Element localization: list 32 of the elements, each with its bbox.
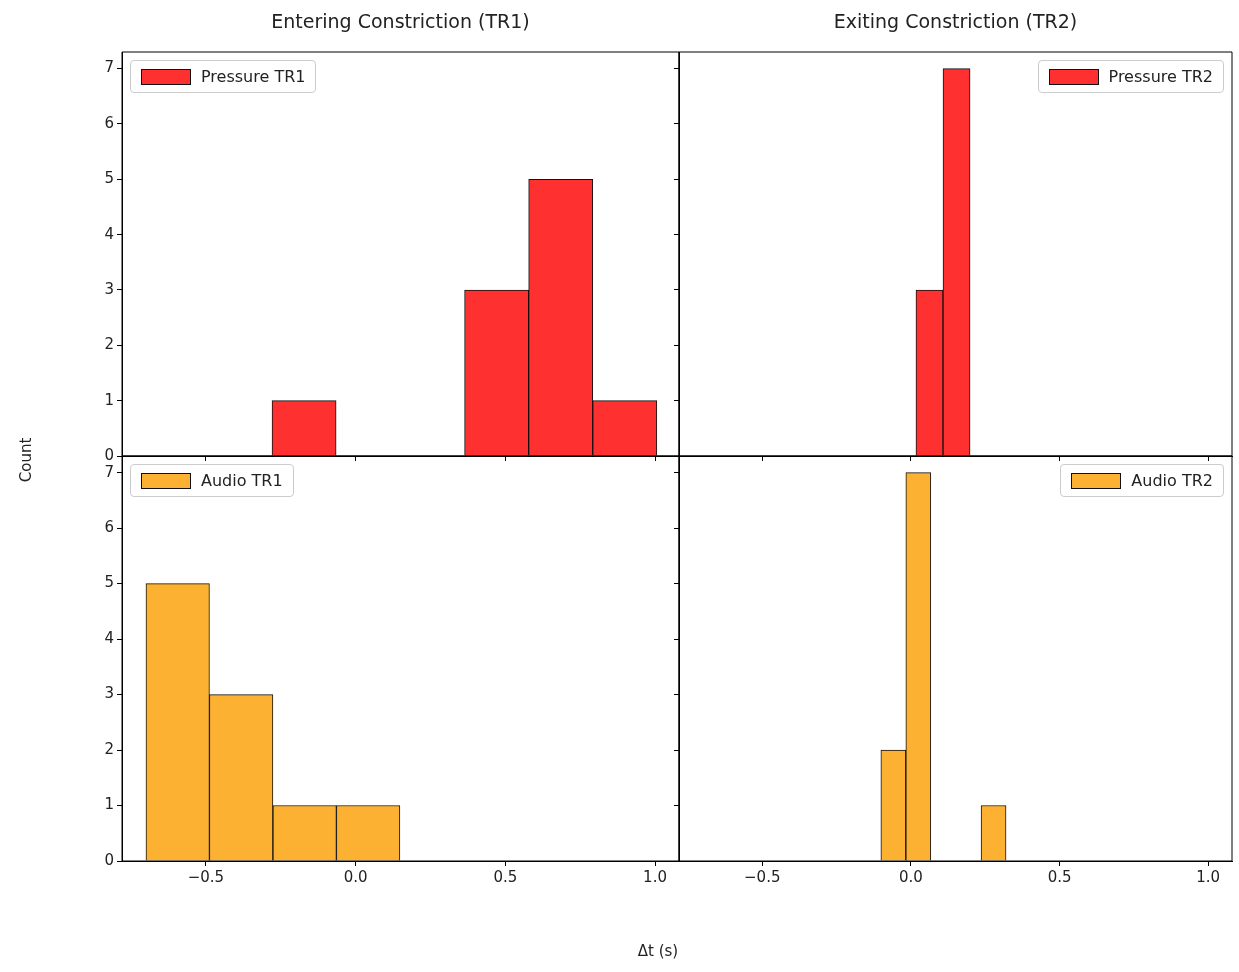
y-tick-label: 7 [104,462,114,481]
y-tick-label: 1 [104,795,114,814]
y-axis-title: Count [17,437,35,483]
y-tick-label: 4 [104,224,114,243]
y-tick-label: 4 [104,628,114,647]
x-tick-label: 0.0 [898,867,923,886]
chart-title: Entering Constriction (TR1) [271,10,530,32]
x-tick-label: 1.0 [643,867,667,886]
legend-label: Audio TR2 [1131,471,1213,490]
y-tick-label: 2 [104,739,114,758]
y-tick-label: 0 [104,445,114,464]
x-tick-label: 0.5 [493,867,518,886]
y-tick-label: 1 [104,390,114,409]
legend-label: Pressure TR1 [201,67,306,86]
x-axis-title: Δt (s) [637,942,679,960]
x-tick-label: 0.0 [343,867,368,886]
x-tick-label: −0.5 [744,867,781,886]
y-tick-label: 3 [104,279,114,298]
y-tick-label: 0 [104,850,114,869]
y-tick-label: 5 [104,169,114,188]
y-tick-label: 7 [104,58,114,77]
y-tick-label: 5 [104,573,114,592]
x-tick-label: −0.5 [187,867,225,886]
y-tick-label: 2 [104,335,114,354]
legend-label: Audio TR1 [201,471,283,490]
chart-title: Exiting Constriction (TR2) [833,10,1078,32]
y-tick-label: 6 [104,113,114,132]
x-tick-label: 1.0 [1196,867,1221,886]
x-tick-label: 0.5 [1047,867,1072,886]
y-tick-label: 3 [104,684,114,703]
legend-label: Pressure TR2 [1108,67,1213,86]
y-tick-label: 6 [104,518,114,537]
